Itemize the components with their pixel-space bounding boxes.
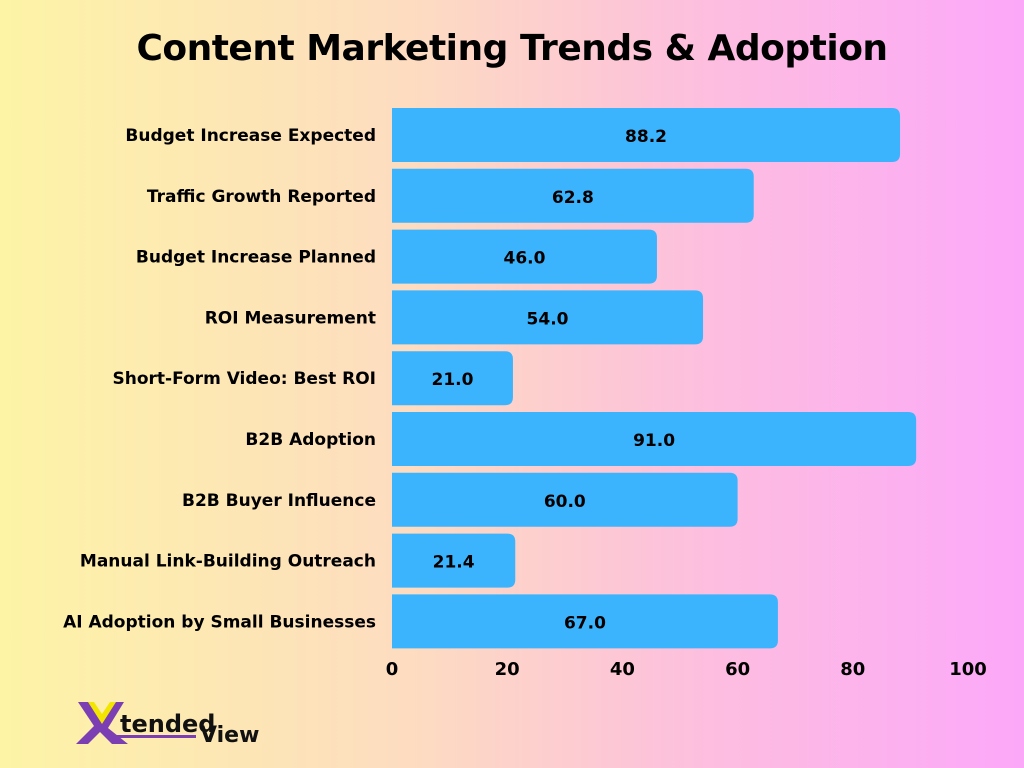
bar <box>392 412 917 466</box>
category-label: Manual Link-Building Outreach <box>80 552 376 572</box>
category-label: Budget Increase Planned <box>136 248 376 268</box>
bar <box>392 472 738 527</box>
data-label: 67.0 <box>564 613 606 633</box>
data-label: 21.0 <box>432 370 474 390</box>
category-label: ROI Measurement <box>205 308 376 328</box>
bar <box>392 351 513 406</box>
x-tick-label: 40 <box>610 659 635 680</box>
data-label: 91.0 <box>633 431 675 451</box>
bar <box>392 594 778 649</box>
data-label: 46.0 <box>504 249 546 269</box>
x-tick-label: 60 <box>725 659 750 680</box>
data-label: 54.0 <box>527 309 569 329</box>
category-label: Short-Form Video: Best ROI <box>112 369 376 389</box>
data-label: 88.2 <box>625 127 667 147</box>
bar <box>392 168 754 223</box>
xtendedview-logo: tended View <box>76 702 259 746</box>
category-label: Budget Increase Expected <box>125 126 376 146</box>
category-label: B2B Buyer Influence <box>182 491 376 511</box>
x-tick-label: 20 <box>495 659 520 680</box>
bar <box>392 533 516 588</box>
data-label: 62.8 <box>552 188 594 208</box>
chart-title: Content Marketing Trends & Adoption <box>136 28 888 69</box>
category-label: AI Adoption by Small Businesses <box>63 612 376 632</box>
bar <box>392 229 657 284</box>
x-tick-label: 80 <box>840 659 865 680</box>
svg-text:tended: tended <box>120 710 215 738</box>
svg-text:View: View <box>200 723 259 746</box>
data-label: 60.0 <box>544 492 586 512</box>
category-label: Traffic Growth Reported <box>147 187 376 207</box>
x-tick-label: 0 <box>386 659 399 680</box>
category-label: B2B Adoption <box>245 430 376 450</box>
data-label: 21.4 <box>433 553 475 573</box>
bar <box>392 290 704 345</box>
bar <box>392 108 901 162</box>
x-tick-label: 100 <box>949 659 987 680</box>
